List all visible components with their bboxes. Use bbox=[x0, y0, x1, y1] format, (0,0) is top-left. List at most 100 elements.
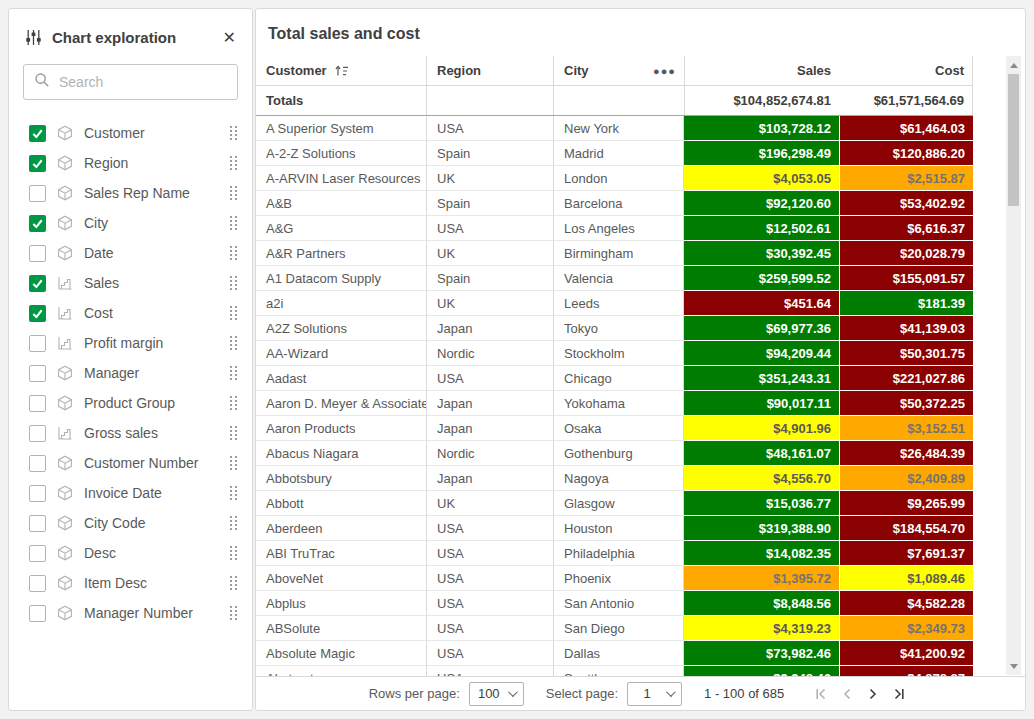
table-row[interactable]: Aaron D. Meyer & AssociatesJapanYokohama… bbox=[256, 391, 973, 416]
cell-sales[interactable]: $48,161.07 bbox=[684, 441, 839, 466]
cell-region[interactable]: Japan bbox=[426, 391, 553, 416]
cell-customer[interactable]: Abplus bbox=[256, 591, 426, 616]
field-item-date[interactable]: Date bbox=[9, 238, 252, 268]
rows-per-page-select[interactable]: 100 bbox=[469, 682, 524, 706]
cell-cost[interactable]: $2,409.89 bbox=[839, 466, 973, 491]
checkbox-unchecked[interactable] bbox=[29, 335, 46, 352]
cell-city[interactable]: San Diego bbox=[553, 616, 684, 641]
drag-handle-icon[interactable] bbox=[230, 486, 237, 500]
checkbox-checked[interactable] bbox=[29, 305, 46, 322]
cell-cost[interactable]: $1,089.46 bbox=[839, 566, 973, 591]
cell-sales[interactable]: $69,977.36 bbox=[684, 316, 839, 341]
search-box[interactable] bbox=[23, 64, 238, 100]
vertical-scrollbar[interactable] bbox=[1006, 56, 1021, 675]
cell-cost[interactable]: $61,464.03 bbox=[839, 116, 973, 141]
field-item-manager[interactable]: Manager bbox=[9, 358, 252, 388]
checkbox-unchecked[interactable] bbox=[29, 515, 46, 532]
cell-region[interactable]: Japan bbox=[426, 316, 553, 341]
cell-customer[interactable]: Aadast bbox=[256, 366, 426, 391]
drag-handle-icon[interactable] bbox=[230, 126, 237, 140]
drag-handle-icon[interactable] bbox=[230, 366, 237, 380]
field-item-city-code[interactable]: City Code bbox=[9, 508, 252, 538]
cell-city[interactable]: Yokohama bbox=[553, 391, 684, 416]
cell-customer[interactable]: A&R Partners bbox=[256, 241, 426, 266]
field-item-gross-sales[interactable]: Gross sales bbox=[9, 418, 252, 448]
table-row[interactable]: A2Z SolutionsJapanTokyo$69,977.36$41,139… bbox=[256, 316, 973, 341]
cell-city[interactable]: London bbox=[553, 166, 684, 191]
field-item-sales[interactable]: Sales bbox=[9, 268, 252, 298]
field-item-customer[interactable]: Customer bbox=[9, 118, 252, 148]
cell-cost[interactable]: $50,372.25 bbox=[839, 391, 973, 416]
column-header-customer[interactable]: Customer bbox=[256, 56, 426, 85]
field-item-invoice-date[interactable]: Invoice Date bbox=[9, 478, 252, 508]
cell-region[interactable]: UK bbox=[426, 291, 553, 316]
cell-cost[interactable]: $53,402.92 bbox=[839, 191, 973, 216]
field-item-profit-margin[interactable]: Profit margin bbox=[9, 328, 252, 358]
table-row[interactable]: A Superior SystemUSANew York$103,728.12$… bbox=[256, 116, 973, 141]
cell-customer[interactable]: A Superior System bbox=[256, 116, 426, 141]
cell-sales[interactable]: $94,209.44 bbox=[684, 341, 839, 366]
cell-region[interactable]: Japan bbox=[426, 466, 553, 491]
cell-sales[interactable]: $73,982.46 bbox=[684, 641, 839, 666]
table-row[interactable]: AboveNetUSAPhoenix$1,395.72$1,089.46 bbox=[256, 566, 973, 591]
cell-customer[interactable]: Abacus Niagara bbox=[256, 441, 426, 466]
table-row[interactable]: AA-WizardNordicStockholm$94,209.44$50,30… bbox=[256, 341, 973, 366]
cell-cost[interactable]: $120,886.20 bbox=[839, 141, 973, 166]
table-row[interactable]: Absolute MagicUSADallas$73,982.46$41,200… bbox=[256, 641, 973, 666]
cell-city[interactable]: Barcelona bbox=[553, 191, 684, 216]
cell-region[interactable]: USA bbox=[426, 616, 553, 641]
table-row[interactable]: ABI TruTracUSAPhiladelphia$14,082.35$7,6… bbox=[256, 541, 973, 566]
cell-region[interactable]: USA bbox=[426, 641, 553, 666]
scroll-up-icon[interactable] bbox=[1006, 58, 1021, 72]
scrollbar-thumb[interactable] bbox=[1008, 74, 1019, 206]
cell-cost[interactable]: $50,301.75 bbox=[839, 341, 973, 366]
cell-sales[interactable]: $30,392.45 bbox=[684, 241, 839, 266]
cell-region[interactable]: Spain bbox=[426, 266, 553, 291]
next-page-button[interactable] bbox=[860, 683, 886, 705]
column-header-city[interactable]: City ●●● bbox=[553, 56, 684, 85]
column-menu-icon[interactable]: ●●● bbox=[653, 65, 676, 77]
cell-sales[interactable]: $14,082.35 bbox=[684, 541, 839, 566]
cell-customer[interactable]: Aberdeen bbox=[256, 516, 426, 541]
table-row[interactable]: Aaron ProductsJapanOsaka$4,901.96$3,152.… bbox=[256, 416, 973, 441]
drag-handle-icon[interactable] bbox=[230, 306, 237, 320]
cell-customer[interactable]: Absolute Magic bbox=[256, 641, 426, 666]
cell-sales[interactable]: $4,319.23 bbox=[684, 616, 839, 641]
cell-region[interactable]: USA bbox=[426, 366, 553, 391]
field-item-product-group[interactable]: Product Group bbox=[9, 388, 252, 418]
cell-sales[interactable]: $4,053.05 bbox=[684, 166, 839, 191]
scroll-down-icon[interactable] bbox=[1006, 659, 1021, 673]
cell-cost[interactable]: $184,554.70 bbox=[839, 516, 973, 541]
checkbox-unchecked[interactable] bbox=[29, 395, 46, 412]
cell-city[interactable]: Houston bbox=[553, 516, 684, 541]
column-header-region[interactable]: Region bbox=[426, 56, 553, 85]
field-item-city[interactable]: City bbox=[9, 208, 252, 238]
cell-city[interactable]: Los Angeles bbox=[553, 216, 684, 241]
cell-city[interactable]: Gothenburg bbox=[553, 441, 684, 466]
cell-customer[interactable]: A-ARVIN Laser Resources bbox=[256, 166, 426, 191]
cell-city[interactable]: Leeds bbox=[553, 291, 684, 316]
drag-handle-icon[interactable] bbox=[230, 216, 237, 230]
cell-sales[interactable]: $351,243.31 bbox=[684, 366, 839, 391]
cell-region[interactable]: USA bbox=[426, 591, 553, 616]
field-item-manager-number[interactable]: Manager Number bbox=[9, 598, 252, 628]
checkbox-checked[interactable] bbox=[29, 275, 46, 292]
table-row[interactable]: AbplusUSASan Antonio$8,848.56$4,582.28 bbox=[256, 591, 973, 616]
table-row[interactable]: A&GUSALos Angeles$12,502.61$6,616.37 bbox=[256, 216, 973, 241]
cell-sales[interactable]: $319,388.90 bbox=[684, 516, 839, 541]
drag-handle-icon[interactable] bbox=[230, 606, 237, 620]
checkbox-unchecked[interactable] bbox=[29, 575, 46, 592]
cell-customer[interactable]: A1 Datacom Supply bbox=[256, 266, 426, 291]
drag-handle-icon[interactable] bbox=[230, 276, 237, 290]
cell-city[interactable]: Philadelphia bbox=[553, 541, 684, 566]
drag-handle-icon[interactable] bbox=[230, 456, 237, 470]
cell-customer[interactable]: a2i bbox=[256, 291, 426, 316]
previous-page-button[interactable] bbox=[834, 683, 860, 705]
checkbox-unchecked[interactable] bbox=[29, 425, 46, 442]
drag-handle-icon[interactable] bbox=[230, 516, 237, 530]
cell-sales[interactable]: $1,395.72 bbox=[684, 566, 839, 591]
search-input[interactable] bbox=[59, 74, 240, 90]
cell-city[interactable]: Glasgow bbox=[553, 491, 684, 516]
checkbox-unchecked[interactable] bbox=[29, 185, 46, 202]
checkbox-checked[interactable] bbox=[29, 155, 46, 172]
